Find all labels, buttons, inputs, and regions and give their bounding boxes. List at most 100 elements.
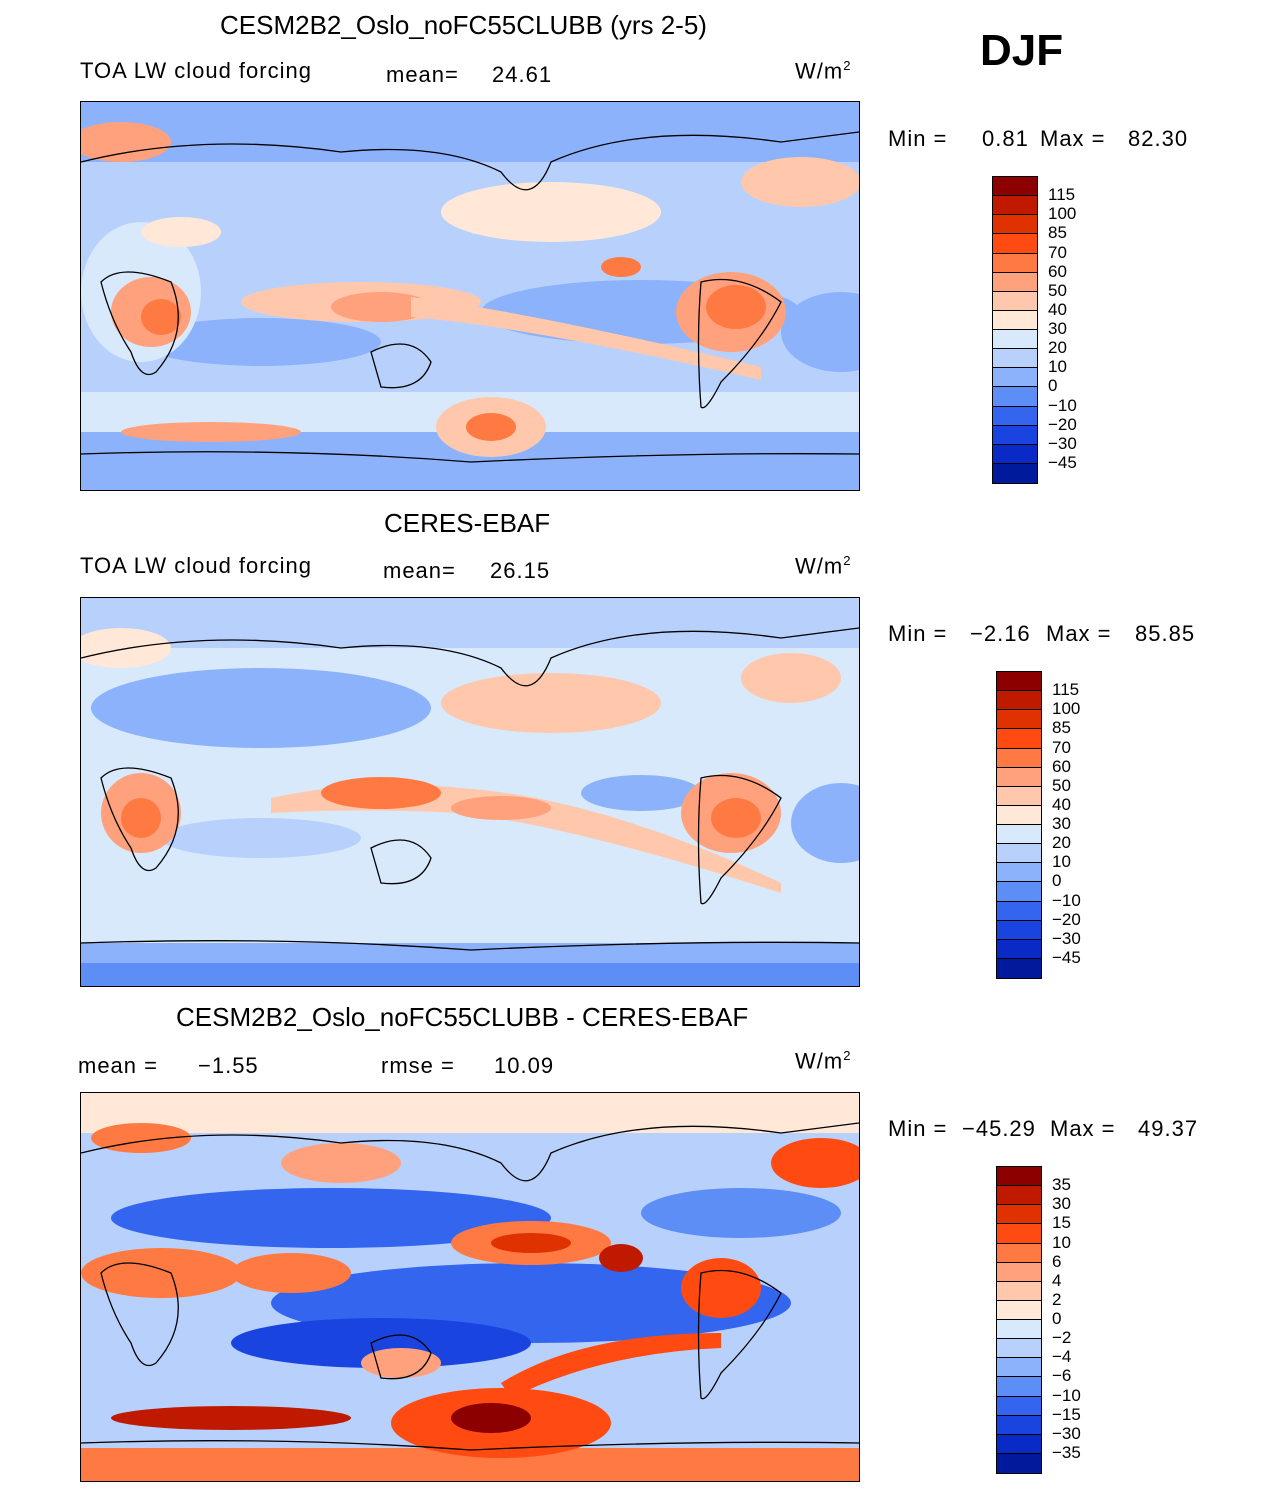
- colorbar-tick-label: −30: [1052, 1423, 1081, 1443]
- colorbar-tick-label: 30: [1052, 814, 1071, 833]
- panel2-min-value: −2.16: [970, 621, 1031, 646]
- panel1-mean-value: 24.61: [492, 62, 553, 87]
- colorbar-swatch: [997, 786, 1041, 806]
- panel3-map: [80, 1092, 860, 1482]
- colorbar-swatch: [997, 825, 1041, 845]
- colorbar-tick-label: −4: [1052, 1347, 1072, 1367]
- colorbar-swatch: [997, 882, 1041, 902]
- panel3-min-label: Min =: [888, 1116, 948, 1141]
- colorbar-swatch: [997, 1186, 1041, 1206]
- colorbar-tick-label: 4: [1052, 1270, 1062, 1290]
- colorbar-tick-label: −10: [1052, 890, 1081, 910]
- colorbar-swatch: [997, 1243, 1041, 1263]
- colorbar-tick-label: 0: [1052, 1309, 1062, 1328]
- panel1-max-label: Max =: [1040, 126, 1106, 151]
- panel2-mean-value: 26.15: [490, 558, 551, 583]
- colorbar-tick-label: 15: [1052, 1213, 1071, 1233]
- panel1-map: [80, 101, 860, 491]
- panel2-mean-label: mean=: [383, 558, 456, 583]
- colorbar-tick-label: 35: [1052, 1175, 1071, 1195]
- panel3-title: CESM2B2_Oslo_noFC55CLUBB - CERES-EBAF: [176, 1002, 749, 1032]
- colorbar-swatch: [993, 406, 1037, 426]
- colorbar-tick-label: 50: [1048, 280, 1067, 300]
- panel3-min-value: −45.29: [962, 1116, 1036, 1141]
- colorbar-tick-label: 60: [1048, 261, 1067, 281]
- panel1-mean-label: mean=: [386, 62, 459, 87]
- colorbar-swatch: [993, 253, 1037, 273]
- colorbar-tick-label: −15: [1052, 1404, 1081, 1424]
- colorbar-swatch: [997, 920, 1041, 940]
- panel1-units: W/m2: [795, 58, 852, 84]
- panel2-max-label: Max =: [1046, 621, 1112, 646]
- colorbar-tick-label: −30: [1052, 928, 1081, 948]
- colorbar-swatch: [997, 1396, 1041, 1416]
- colorbar-swatch: [993, 291, 1037, 311]
- colorbar-tick-label: −20: [1052, 909, 1081, 929]
- colorbar-swatch: [997, 1434, 1041, 1454]
- colorbar-swatch: [997, 672, 1041, 692]
- panel3-max-value: 49.37: [1138, 1116, 1199, 1141]
- colorbar-tick-label: 85: [1048, 223, 1067, 243]
- panel2-colorbar: [996, 671, 1042, 979]
- colorbar-tick-label: −30: [1048, 433, 1077, 453]
- colorbar-swatch: [997, 748, 1041, 768]
- panel2-map: [80, 597, 860, 987]
- colorbar-swatch: [993, 215, 1037, 235]
- colorbar-tick-label: −35: [1052, 1442, 1081, 1462]
- colorbar-swatch: [997, 691, 1041, 711]
- colorbar-tick-label: −20: [1048, 414, 1077, 434]
- panel1-colorbar: [992, 176, 1038, 484]
- colorbar-tick-label: 10: [1048, 357, 1067, 377]
- panel1-variable: TOA LW cloud forcing: [80, 58, 312, 83]
- colorbar-swatch: [997, 1453, 1041, 1473]
- colorbar-swatch: [993, 234, 1037, 254]
- colorbar-tick-label: 50: [1052, 775, 1071, 795]
- panel1-map-graphic: [81, 102, 859, 490]
- colorbar-swatch: [993, 387, 1037, 407]
- colorbar-tick-label: 20: [1052, 833, 1071, 853]
- colorbar-swatch: [993, 196, 1037, 216]
- colorbar-swatch: [997, 939, 1041, 959]
- colorbar-tick-label: −45: [1048, 452, 1077, 472]
- colorbar-tick-label: 60: [1052, 756, 1071, 776]
- colorbar-swatch: [997, 1320, 1041, 1340]
- colorbar-tick-label: −2: [1052, 1328, 1072, 1348]
- colorbar-swatch: [993, 463, 1037, 483]
- colorbar-tick-label: 0: [1048, 376, 1058, 396]
- colorbar-swatch: [997, 710, 1041, 730]
- panel2-units: W/m2: [795, 553, 852, 579]
- colorbar-tick-label: −10: [1048, 395, 1077, 415]
- colorbar-swatch: [993, 425, 1037, 445]
- panel3-rmse-value: 10.09: [494, 1053, 555, 1078]
- colorbar-tick-label: 70: [1052, 737, 1071, 757]
- colorbar-tick-label: 10: [1052, 852, 1071, 872]
- colorbar-tick-label: 30: [1052, 1194, 1071, 1214]
- panel3-map-graphic: [81, 1093, 859, 1481]
- colorbar-swatch: [993, 272, 1037, 292]
- panel3-rmse-label: rmse =: [381, 1053, 455, 1078]
- colorbar-tick-label: 0: [1052, 871, 1062, 891]
- colorbar-tick-label: 85: [1052, 718, 1071, 738]
- colorbar-swatch: [997, 958, 1041, 978]
- colorbar-tick-label: −6: [1052, 1366, 1072, 1386]
- colorbar-swatch: [997, 1205, 1041, 1225]
- panel1-title: CESM2B2_Oslo_noFC55CLUBB (yrs 2-5): [220, 10, 707, 40]
- colorbar-swatch: [997, 1262, 1041, 1282]
- colorbar-swatch: [997, 1167, 1041, 1187]
- panel2-max-value: 85.85: [1135, 621, 1196, 646]
- colorbar-swatch: [997, 1300, 1041, 1320]
- panel3-mean-value: −1.55: [198, 1053, 259, 1078]
- colorbar-tick-label: −10: [1052, 1385, 1081, 1405]
- panel2-map-graphic: [81, 598, 859, 986]
- colorbar-tick-label: 100: [1048, 204, 1077, 224]
- colorbar-swatch: [997, 901, 1041, 921]
- panel1-max-value: 82.30: [1128, 126, 1189, 151]
- colorbar-swatch: [993, 177, 1037, 197]
- colorbar-swatch: [993, 330, 1037, 350]
- colorbar-tick-label: 30: [1048, 319, 1067, 338]
- colorbar-tick-label: −45: [1052, 947, 1081, 967]
- colorbar-tick-label: 100: [1052, 699, 1081, 719]
- colorbar-tick-label: 2: [1052, 1289, 1062, 1309]
- colorbar-swatch: [997, 1281, 1041, 1301]
- colorbar-swatch: [997, 844, 1041, 864]
